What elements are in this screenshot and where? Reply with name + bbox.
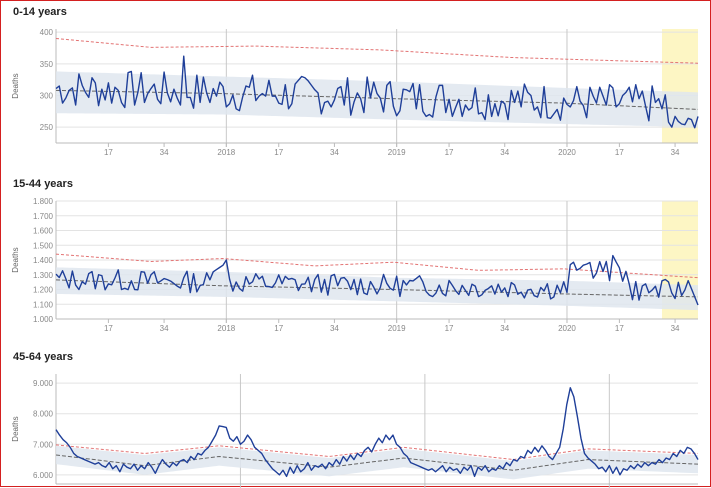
x-tick-label: 34 [671, 148, 680, 157]
expected-range-band [56, 445, 698, 480]
y-tick-label: 1.100 [33, 300, 54, 309]
threshold-line [55, 38, 699, 64]
y-tick-label: 1.600 [33, 227, 54, 236]
chart-0-14-years: 250 300 350 400 17 34 2018 17 34 2019 17 34 2020 17 34… [11, 28, 699, 157]
y-tick-label: 400 [40, 28, 54, 37]
y-tick-label: 1.400 [33, 256, 54, 265]
x-tick-label: 34 [330, 148, 339, 157]
x-tick-label: 2020 [558, 324, 576, 333]
y-tick-label: 300 [40, 92, 54, 101]
x-tick-label: 17 [615, 148, 624, 157]
x-tick-label: 2019 [388, 148, 406, 157]
threshold-line [55, 444, 699, 461]
observed-deaths-line [55, 254, 699, 306]
panel-title-0-14: 0-14 years [13, 6, 67, 18]
y-tick-label: 1.500 [33, 241, 54, 250]
x-tick-label: 17 [104, 148, 113, 157]
x-tick-label: 2018 [217, 148, 235, 157]
y-axis-label: Deaths [11, 247, 20, 272]
y-axis-label: Deaths [11, 73, 20, 98]
y-tick-label: 9.000 [33, 379, 54, 388]
y-tick-label: 6.000 [33, 471, 54, 480]
panel-title-45-64: 45-64 years [13, 351, 73, 363]
x-tick-label: 17 [445, 148, 454, 157]
y-axis-label: Deaths [11, 416, 20, 441]
x-tick-label: 34 [160, 148, 169, 157]
x-tick-label: 2018 [217, 324, 235, 333]
baseline-line [55, 89, 699, 110]
x-tick-label: 34 [160, 324, 169, 333]
chart-45-64-years: 6.000 7.000 8.000 9.000 Deaths [11, 374, 699, 488]
observed-deaths-line [55, 55, 699, 129]
chart-15-44-years: 1.000 1.100 1.200 1.300 1.400 1.500 1.600 1.700… [11, 197, 699, 333]
x-tick-label: 34 [330, 324, 339, 333]
x-tick-label: 17 [445, 324, 454, 333]
y-tick-label: 1.000 [33, 315, 54, 324]
y-tick-label: 1.200 [33, 286, 54, 295]
x-tick-label: 2019 [388, 324, 406, 333]
x-tick-label: 34 [500, 148, 509, 157]
expected-range-band [56, 71, 698, 128]
x-tick-label: 17 [615, 324, 624, 333]
x-tick-label: 34 [671, 324, 680, 333]
x-tick-label: 34 [500, 324, 509, 333]
x-tick-label: 2020 [558, 148, 576, 157]
y-tick-label: 1.800 [33, 197, 54, 206]
y-tick-label: 350 [40, 60, 54, 69]
panel-title-15-44: 15-44 years [13, 178, 73, 190]
y-tick-label: 1.700 [33, 212, 54, 221]
observed-deaths-line [55, 387, 699, 478]
y-tick-label: 8.000 [33, 410, 54, 419]
x-tick-label: 17 [104, 324, 113, 333]
y-tick-label: 1.300 [33, 271, 54, 280]
y-tick-label: 250 [40, 123, 54, 132]
y-tick-label: 7.000 [33, 440, 54, 449]
x-tick-label: 17 [274, 324, 283, 333]
baseline-line [55, 279, 699, 298]
x-tick-label: 17 [274, 148, 283, 157]
